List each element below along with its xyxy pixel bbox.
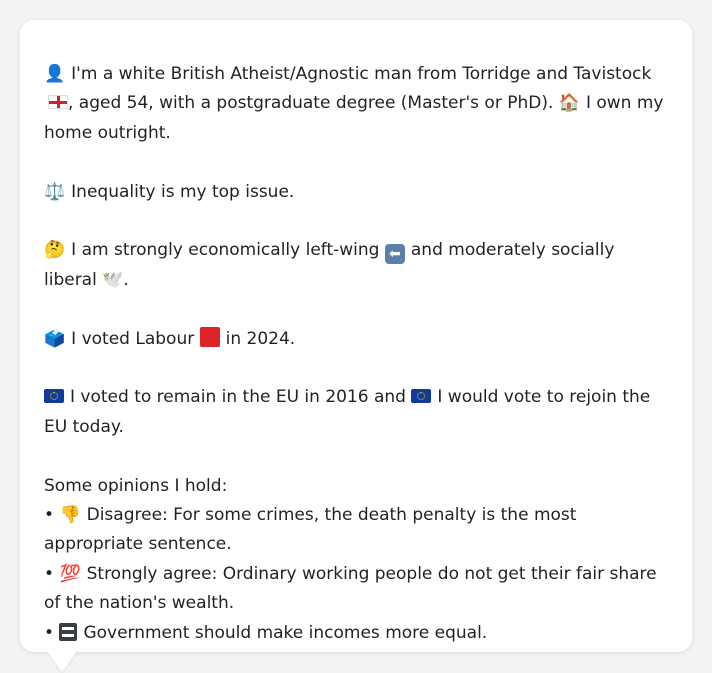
ballot-box-icon: 🗳️: [44, 328, 66, 349]
intro-text-2: , aged 54, with a postgraduate degree (M…: [68, 93, 554, 114]
opinion-text: Disagree: For some crimes, the death pen…: [44, 505, 577, 555]
ideology-text-2: and moderately socially liberal: [44, 240, 615, 290]
intro-text-1: I'm a white British Atheist/Agnostic man…: [71, 64, 652, 84]
issue-text: Inequality is my top issue.: [71, 181, 295, 202]
ideology-paragraph: 🤔 I am strongly economically left-wing ⬅ a…: [44, 236, 668, 295]
red-square-icon: [199, 326, 220, 347]
eu-flag-icon: [411, 389, 432, 404]
opinion-text: Government should make incomes more equa…: [83, 622, 488, 643]
bubble-tail: [46, 650, 78, 672]
england-flag-icon: [48, 95, 68, 110]
house-icon: 🏠: [558, 93, 580, 114]
vote-text-2: in 2024.: [225, 328, 296, 349]
bullet: •: [44, 563, 55, 584]
thumbs-down-icon: 👎: [59, 505, 81, 526]
intro-text-3: I own my home outright.: [44, 93, 664, 143]
eu-text-2: I would vote to rejoin the EU today.: [44, 387, 651, 437]
eu-text-1: I voted to remain in the EU in 2016 and: [70, 387, 406, 408]
intro-paragraph: 👤 I'm a white British Atheist/Agnostic ma…: [44, 60, 668, 148]
thinking-face-icon: 🤔: [44, 240, 66, 261]
vote-paragraph: 🗳️ I voted Labour in 2024.: [44, 325, 668, 354]
left-arrow-icon: ⬅: [384, 244, 405, 265]
dove-icon: 🕊️: [102, 269, 124, 290]
eu-paragraph: I voted to remain in the EU in 2016 and …: [44, 383, 668, 442]
bullet: •: [44, 622, 55, 643]
opinion-item: • Government should make incomes more eq…: [44, 619, 668, 648]
bullet: •: [44, 505, 55, 526]
eu-flag-icon: [44, 389, 64, 404]
issue-paragraph: ⚖️ Inequality is my top issue.: [44, 178, 668, 207]
opinion-item: • 👎 Disagree: For some crimes, the death …: [44, 501, 668, 560]
ideology-text-1: I am strongly economically left-wing: [71, 240, 380, 261]
ideology-text-3: .: [123, 269, 129, 290]
person-icon: 👤: [44, 64, 66, 84]
equals-icon: [59, 622, 78, 641]
opinion-text: Strongly agree: Ordinary working people …: [44, 563, 657, 614]
hundred-points-icon: 💯: [59, 563, 81, 584]
opinions-heading: Some opinions I hold:: [44, 475, 228, 496]
profile-bubble: 👤 I'm a white British Atheist/Agnostic ma…: [20, 20, 692, 652]
opinion-item: • 💯 Strongly agree: Ordinary working peop…: [44, 560, 668, 619]
vote-text-1: I voted Labour: [71, 328, 195, 349]
scales-icon: ⚖️: [44, 181, 66, 202]
